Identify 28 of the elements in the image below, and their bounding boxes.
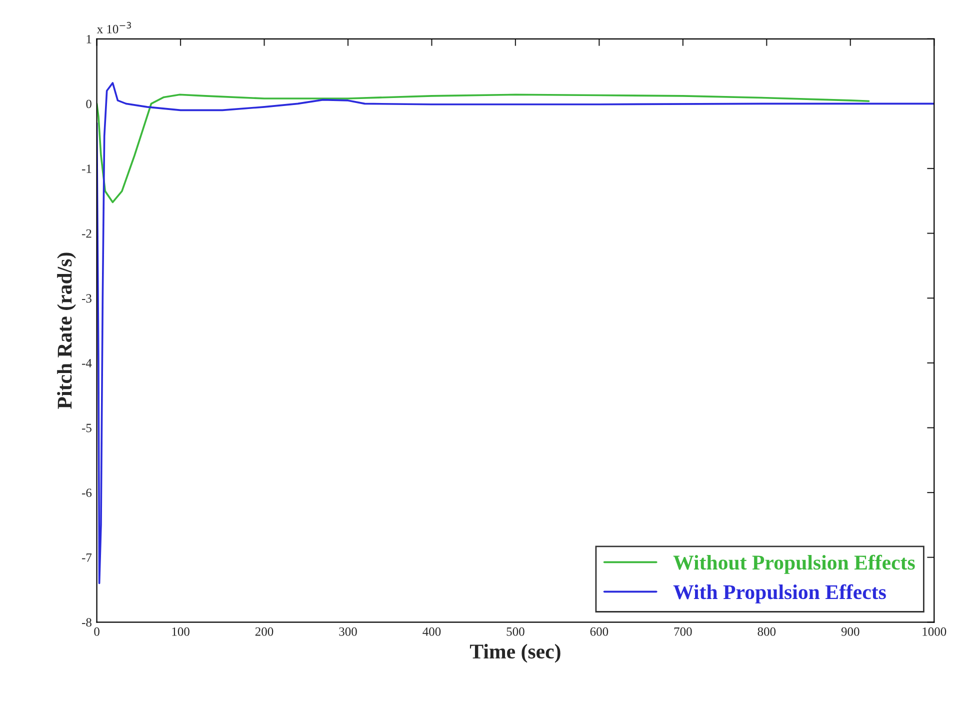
x-tick-label: 800	[758, 627, 776, 636]
x-tick-label: 1000	[922, 627, 946, 636]
y-tick-label: -3	[82, 294, 92, 303]
x-tick-label: 400	[422, 627, 441, 636]
y-tick-label: -4	[82, 359, 92, 368]
legend-label: With Propulsion Effects	[673, 584, 886, 604]
line-series	[96, 82, 934, 584]
y-tick-label: -7	[82, 554, 92, 562]
x-tick-label: 500	[506, 627, 524, 636]
x-tick-label: 300	[339, 627, 357, 636]
x-tick-label: 900	[841, 627, 860, 636]
y-tick-label: -5	[82, 424, 92, 432]
y-tick-label: 1	[86, 34, 92, 44]
y-tick-label: 0	[86, 100, 92, 108]
line-series	[96, 94, 870, 204]
y-tick-label: -8	[82, 618, 92, 627]
text: x 10$^{−3}$	[96, 22, 131, 34]
y-tick-label: -1	[82, 164, 92, 173]
y-axis-title: Pitch Rate (rad/s)	[57, 252, 76, 409]
x-tick-label: 0	[94, 627, 100, 636]
x-axis-title: Time (sec)	[470, 644, 560, 663]
x-tick-label: 200	[255, 627, 274, 636]
y-tick-label: -2	[82, 229, 92, 238]
y-tick-label: -6	[82, 488, 92, 498]
legend-label: Without Propulsion Effects	[673, 554, 915, 574]
x-tick-label: 600	[590, 627, 608, 636]
x-tick-label: 700	[674, 627, 692, 636]
x-tick-label: 100	[172, 627, 190, 636]
